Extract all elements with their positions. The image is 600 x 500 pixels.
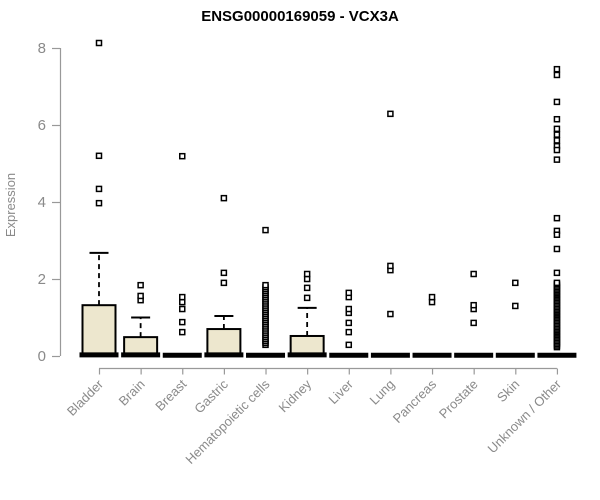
outlier-point [179,328,186,336]
outlier-point [470,270,477,278]
outlier-point [95,39,103,47]
outlier-point [95,199,103,207]
outlier-point [179,298,186,306]
outlier-point [95,152,103,160]
outlier-point [137,281,144,289]
outlier-point [262,226,269,234]
x-axis-category-label: Liver [325,376,356,407]
outlier-point [553,137,561,144]
outlier-point [220,194,228,202]
outlier-point [303,270,311,278]
outlier-point [512,302,519,310]
outlier-point [553,65,561,73]
outlier-point [553,231,561,238]
outlier-point [179,152,186,160]
y-axis-tick-label: 8 [38,40,46,57]
box-iqr [206,328,242,356]
outlier-point [553,269,561,277]
outlier-point [553,146,561,154]
outlier-point [553,131,561,138]
x-axis-category-label: Gastric [191,376,231,416]
y-axis-tick-label: 0 [38,348,46,365]
x-axis-category-label: Pancreas [390,376,440,426]
outlier-point [303,294,311,302]
outlier-point [345,319,353,327]
outlier-point [137,292,144,300]
outlier-point [470,319,477,327]
outlier-point [345,341,353,349]
outlier-point [220,279,228,287]
outlier-point [553,71,561,79]
box-iqr [81,304,117,356]
outlier-point [303,284,311,292]
x-axis-category-label: Unknown / Other [484,376,564,456]
outlier-point [345,289,353,297]
chart-title: ENSG00000169059 - VCX3A [201,8,399,25]
outlier-point [428,293,436,301]
x-axis-category-label: Brain [116,377,148,409]
outlier-point [345,328,353,336]
outlier-point [512,279,519,287]
outlier-point [179,305,186,313]
outlier-point [553,245,561,253]
outlier-point [303,275,311,283]
outlier-point [345,305,353,313]
outlier-point [387,310,394,318]
outlier-point [553,115,561,123]
outlier-point [553,98,561,106]
outlier-point [95,185,103,193]
outlier-point [179,318,186,326]
y-axis-tick-label: 6 [38,117,46,134]
outlier-point [262,281,269,289]
x-axis-category-label: Breast [152,376,189,413]
outlier-point [553,279,561,287]
outlier-point [179,293,186,301]
x-axis-category-label: Skin [494,377,522,405]
outlier-point [387,110,394,118]
box-iqr [123,336,159,356]
outlier-point [553,214,561,222]
outlier-point [387,262,394,270]
outlier-point [428,298,436,306]
y-axis-tick-label: 2 [38,271,46,288]
x-axis-category-label: Kidney [276,376,315,415]
box-iqr [289,334,325,356]
x-axis-category-label: Prostate [436,377,481,422]
x-axis-category-label: Lung [366,377,397,408]
outlier-point [553,125,561,133]
x-axis-category-label: Bladder [64,376,107,419]
outlier-point [220,269,228,277]
outlier-point [470,301,477,309]
y-axis-tick-label: 4 [38,194,46,211]
outlier-point [553,156,561,163]
